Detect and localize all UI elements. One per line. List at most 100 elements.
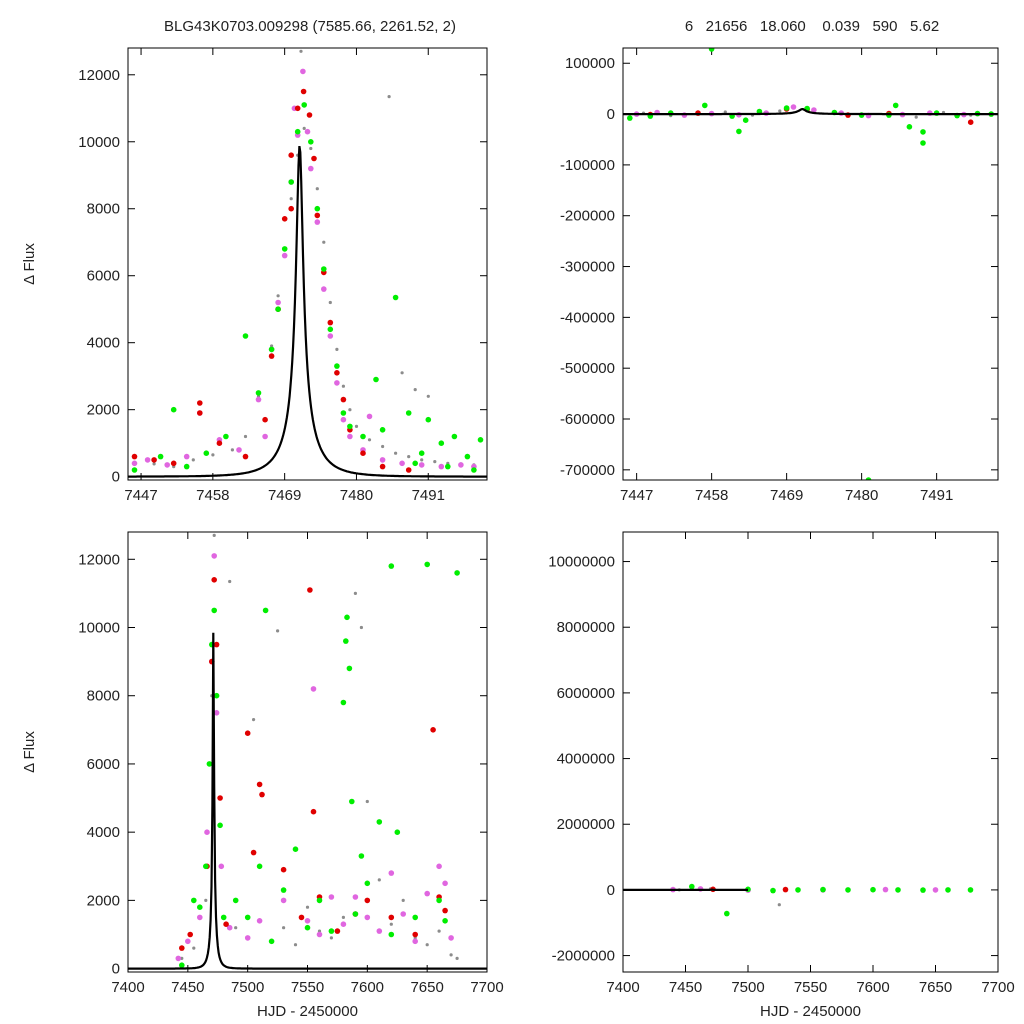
point-grey — [315, 187, 319, 191]
point-magenta — [213, 710, 220, 716]
point-green — [334, 363, 340, 369]
ytick-label: 6000 — [87, 268, 120, 285]
point-magenta — [388, 870, 395, 876]
point-green — [327, 326, 334, 333]
point-red — [151, 457, 157, 463]
panel-bottom-right: 10000000 8000000 6000000 4000000 2000000 0 -20… — [548, 531, 1015, 1020]
point-grey — [389, 922, 393, 926]
point-green — [412, 460, 419, 467]
point-green — [343, 638, 349, 644]
xtick-label: 7458 — [196, 487, 229, 504]
xtick-label: 7450 — [669, 979, 702, 996]
xtick-label: 7491 — [412, 487, 445, 504]
ytick-label: 6000 — [87, 756, 120, 773]
point-magenta — [882, 886, 889, 893]
point-green — [294, 128, 301, 135]
point-magenta — [185, 938, 191, 945]
point-magenta — [334, 380, 340, 386]
point-magenta — [164, 462, 170, 468]
point-green — [892, 102, 899, 109]
xtick-label: 7600 — [856, 979, 889, 996]
point-magenta — [424, 890, 431, 897]
point-magenta — [262, 433, 268, 440]
point-red — [213, 641, 220, 648]
xtick-label: 7700 — [470, 979, 503, 996]
point-green — [197, 904, 203, 910]
point-magenta — [418, 462, 425, 468]
point-red — [311, 155, 317, 162]
point-grey — [302, 126, 306, 130]
point-magenta — [436, 863, 442, 870]
xtick-label: 7450 — [171, 979, 204, 996]
point-magenta — [458, 462, 464, 468]
point-green — [783, 105, 790, 111]
point-magenta — [379, 457, 386, 463]
point-magenta — [211, 553, 217, 559]
point-green — [870, 886, 876, 893]
point-magenta — [347, 433, 353, 440]
point-green — [373, 376, 379, 383]
point-magenta — [340, 921, 347, 927]
point-green — [708, 48, 715, 52]
point-grey — [400, 371, 404, 375]
xtick-label: 7469 — [268, 487, 301, 504]
point-green — [967, 887, 974, 893]
y-axis-label: Δ Flux — [21, 243, 38, 285]
point-green — [157, 453, 164, 460]
ytick-label: 10000 — [78, 620, 120, 637]
point-magenta — [204, 829, 210, 835]
points-bottom-left — [175, 533, 460, 968]
model-curve — [128, 632, 487, 970]
point-grey — [359, 625, 363, 630]
point-magenta — [175, 955, 182, 962]
point-red — [364, 897, 371, 904]
point-red — [298, 914, 305, 921]
point-green — [262, 607, 269, 614]
point-green — [627, 115, 633, 121]
point-green — [242, 333, 249, 339]
point-red — [217, 795, 223, 801]
point-grey — [305, 905, 310, 909]
point-grey — [341, 915, 345, 920]
point-grey — [426, 394, 430, 398]
point-green — [244, 914, 251, 921]
point-green — [795, 887, 801, 893]
point-grey — [354, 424, 359, 428]
point-green — [131, 467, 138, 473]
point-magenta — [328, 894, 335, 900]
point-grey — [252, 718, 256, 722]
point-red — [197, 400, 203, 406]
point-grey — [341, 384, 345, 388]
point-green — [945, 887, 951, 893]
point-magenta — [131, 460, 138, 467]
header-right: 6 21656 18.060 0.039 590 5.62 — [685, 18, 939, 35]
point-grey — [778, 109, 782, 113]
point-magenta — [442, 880, 448, 887]
point-green — [232, 897, 239, 904]
point-magenta — [281, 252, 288, 259]
point-green — [183, 463, 190, 470]
point-grey — [449, 953, 453, 957]
point-green — [206, 761, 213, 767]
xtick-label: 7480 — [845, 487, 878, 504]
point-grey — [401, 898, 405, 903]
point-green — [344, 614, 350, 621]
point-grey — [433, 460, 437, 464]
point-green — [445, 463, 451, 470]
point-magenta — [811, 107, 817, 113]
point-magenta — [226, 924, 233, 931]
point-red — [211, 577, 217, 583]
point-green — [340, 699, 347, 706]
point-magenta — [448, 935, 454, 941]
point-red — [967, 119, 974, 125]
point-red — [412, 931, 419, 938]
points-top-left — [131, 49, 484, 473]
xtick-label: 7469 — [770, 487, 803, 504]
point-green — [425, 416, 432, 423]
ytick-label: -500000 — [560, 360, 615, 377]
point-red — [327, 319, 334, 326]
x-axis-label: HJD - 2450000 — [257, 1003, 358, 1020]
point-green — [301, 102, 308, 108]
point-magenta — [256, 918, 263, 924]
point-green — [316, 897, 323, 904]
